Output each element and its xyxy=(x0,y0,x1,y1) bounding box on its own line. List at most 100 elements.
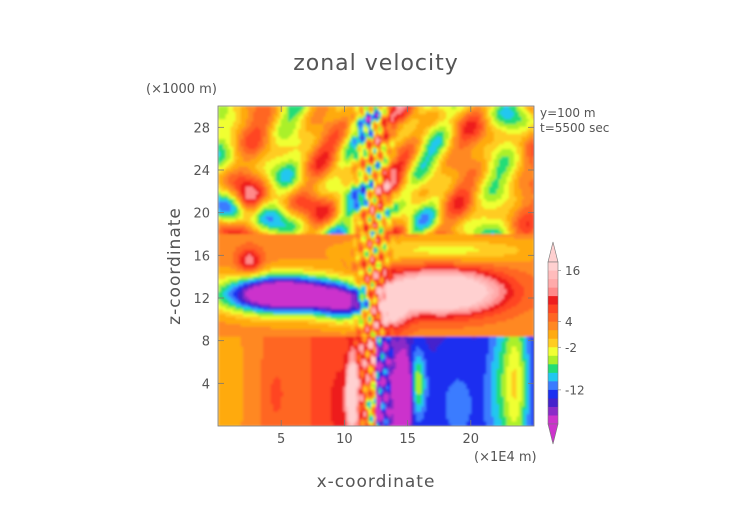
heatmap-cell xyxy=(370,416,375,420)
heatmap-cell xyxy=(270,406,274,410)
heatmap-cell xyxy=(491,411,495,415)
heatmap-cell xyxy=(288,408,292,412)
heatmap-cell xyxy=(328,411,332,415)
heatmap-cell xyxy=(223,373,227,377)
heatmap-cell xyxy=(438,406,442,410)
heatmap-cell xyxy=(386,371,390,375)
heatmap-cell xyxy=(438,408,442,412)
heatmap-cell xyxy=(270,391,274,395)
heatmap-cell xyxy=(483,391,487,395)
heatmap-cell xyxy=(518,416,523,420)
heatmap-cell xyxy=(516,416,520,420)
heatmap-cell xyxy=(531,416,534,420)
heatmap-cell xyxy=(323,376,327,380)
heatmap-cell xyxy=(358,413,362,417)
heatmap-cell xyxy=(511,396,515,400)
heatmap-cell xyxy=(386,423,390,426)
heatmap-cell xyxy=(428,413,432,417)
heatmap-cell xyxy=(328,388,332,392)
heatmap-cell xyxy=(473,411,477,415)
heatmap-cell xyxy=(348,373,352,377)
heatmap-cell xyxy=(471,371,475,375)
heatmap-cell xyxy=(223,411,227,415)
heatmap-cell xyxy=(320,393,324,397)
heatmap-cell xyxy=(523,418,528,422)
heatmap-cell xyxy=(458,376,462,380)
heatmap-cell xyxy=(313,411,317,415)
heatmap-cell xyxy=(350,413,355,417)
heatmap-cell xyxy=(220,368,224,372)
heatmap-cell xyxy=(235,376,239,380)
heatmap-cell xyxy=(310,413,314,417)
heatmap-cell xyxy=(513,393,518,397)
heatmap-cell xyxy=(283,408,287,412)
heatmap-cell xyxy=(418,418,422,422)
heatmap-cell xyxy=(448,376,452,380)
heatmap-cell xyxy=(325,373,329,377)
heatmap-cell xyxy=(523,378,528,382)
heatmap-cell xyxy=(335,411,339,415)
heatmap-cell xyxy=(250,371,254,375)
heatmap-cell xyxy=(275,388,279,392)
heatmap-cell xyxy=(466,403,470,407)
heatmap-cell xyxy=(501,423,505,426)
heatmap-cell xyxy=(531,401,534,405)
heatmap-cell xyxy=(230,403,234,407)
heatmap-cell xyxy=(308,383,312,387)
heatmap-cell xyxy=(243,371,247,375)
heatmap-cell xyxy=(468,398,472,402)
heatmap-cell xyxy=(355,396,360,400)
heatmap-cell xyxy=(325,418,329,422)
heatmap-cell xyxy=(481,381,485,385)
heatmap-cell xyxy=(436,381,440,385)
heatmap-cell xyxy=(310,391,314,395)
heatmap-cell xyxy=(345,418,350,422)
heatmap-cell xyxy=(228,388,232,392)
heatmap-cell xyxy=(501,401,505,405)
heatmap-cell xyxy=(466,401,470,405)
heatmap-cell xyxy=(325,411,329,415)
heatmap-cell xyxy=(396,418,400,422)
heatmap-cell xyxy=(250,391,254,395)
heatmap-cell xyxy=(456,408,460,412)
heatmap-cell xyxy=(243,396,247,400)
heatmap-cell xyxy=(468,393,472,397)
heatmap-cell xyxy=(461,418,465,422)
heatmap-cell xyxy=(476,423,480,426)
heatmap-cell xyxy=(503,408,508,412)
heatmap-cell xyxy=(358,416,362,420)
heatmap-cell xyxy=(406,396,410,400)
heatmap-cell xyxy=(513,371,518,375)
heatmap-cell xyxy=(255,396,259,400)
heatmap-cell xyxy=(423,393,427,397)
heatmap-cell xyxy=(446,381,450,385)
heatmap-cell xyxy=(396,406,400,410)
heatmap-cell xyxy=(305,408,309,412)
heatmap-cell xyxy=(516,418,520,422)
heatmap-cell xyxy=(378,408,382,412)
heatmap-cell xyxy=(436,421,440,425)
heatmap-cell xyxy=(343,423,347,426)
heatmap-cell xyxy=(496,371,500,375)
heatmap-cell xyxy=(285,378,289,382)
heatmap-cell xyxy=(418,401,422,405)
heatmap-cell xyxy=(468,423,472,426)
heatmap-cell xyxy=(293,416,297,420)
heatmap-cell xyxy=(411,406,415,410)
heatmap-cell xyxy=(338,403,342,407)
heatmap-cell xyxy=(315,406,319,410)
heatmap-cell xyxy=(313,421,317,425)
heatmap-cell xyxy=(365,408,370,412)
heatmap-cell xyxy=(310,398,314,402)
heatmap-cell xyxy=(333,423,337,426)
heatmap-cell xyxy=(305,373,309,377)
heatmap-cell xyxy=(303,411,307,415)
heatmap-cell xyxy=(370,383,375,387)
heatmap-cell xyxy=(388,393,392,397)
heatmap-cell xyxy=(521,371,525,375)
heatmap-cell xyxy=(411,378,415,382)
heatmap-cell xyxy=(501,376,505,380)
heatmap-cell xyxy=(280,401,284,405)
heatmap-cell xyxy=(363,381,367,385)
heatmap-cell xyxy=(458,388,462,392)
